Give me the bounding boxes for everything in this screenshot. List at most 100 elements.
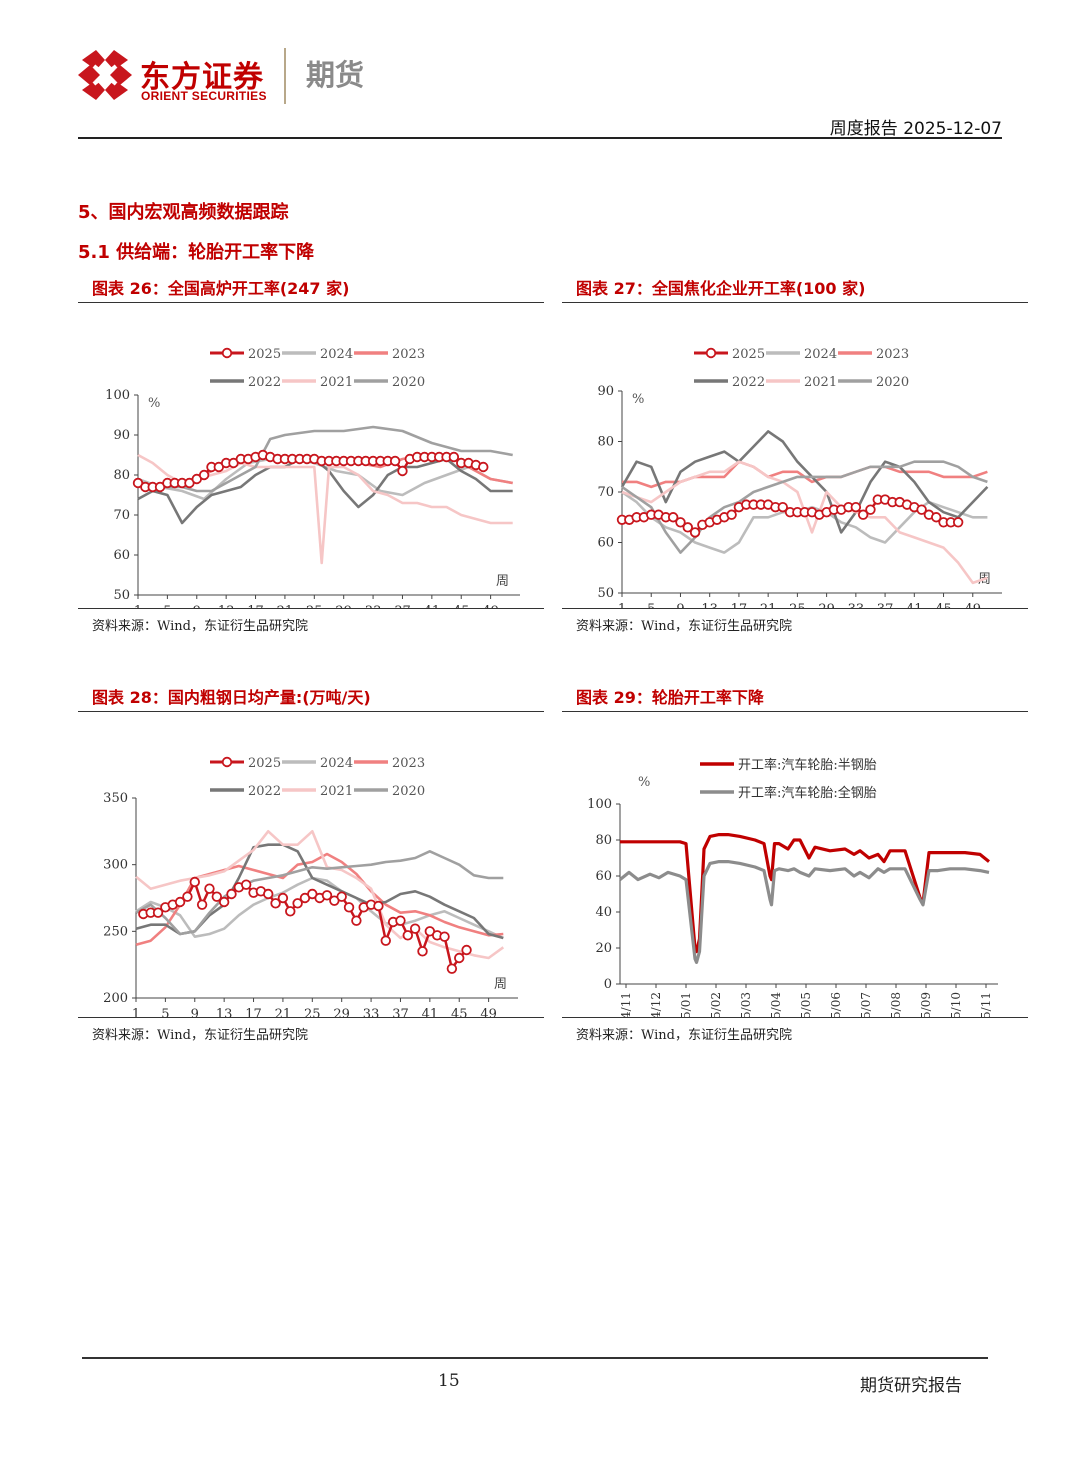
- y-tick-label: 300: [103, 858, 128, 873]
- x-tick-label: 25: [306, 604, 323, 608]
- legend-label: 2021: [320, 784, 353, 799]
- x-tick-label: 29: [333, 1007, 350, 1017]
- data-point: [196, 899, 208, 910]
- x-tick-label: 25: [304, 1007, 321, 1017]
- y-tick-label: 90: [597, 384, 614, 399]
- x-tick-label: 45: [453, 604, 470, 608]
- legend-label: 开工率:汽车轮胎:半钢胎: [738, 757, 877, 773]
- data-point: [777, 501, 788, 513]
- data-point: [380, 935, 391, 946]
- legend-marker: [221, 347, 233, 359]
- x-tick-label: 24/12: [649, 992, 663, 1017]
- x-tick-label: 41: [906, 602, 923, 608]
- data-point: [448, 451, 460, 463]
- x-tick-label: 25/05: [799, 992, 813, 1017]
- x-tick-label: 25/03: [739, 992, 753, 1017]
- data-point: [667, 512, 679, 523]
- y-tick-label: 40: [595, 905, 612, 920]
- x-tick-label: 25: [789, 602, 806, 608]
- y-tick-label: 80: [113, 468, 130, 483]
- subsection-title: 5.1 供给端：轮胎开工率下降: [78, 242, 315, 263]
- x-tick-label: 25/02: [709, 992, 723, 1017]
- legend-label: 2022: [248, 784, 281, 799]
- chart-title-rule: [78, 302, 544, 303]
- data-point: [226, 888, 237, 900]
- data-point: [952, 517, 964, 528]
- x-tick-label: 37: [392, 1007, 409, 1017]
- x-tick-label: 33: [363, 1007, 380, 1017]
- orient-securities-logo-icon: [78, 50, 132, 100]
- legend-label: 2025: [248, 347, 281, 362]
- x-tick-label: 13: [216, 1007, 233, 1017]
- x-tick-label: 49: [480, 1007, 497, 1017]
- chart-panel-27: 图表 27：全国焦化企业开工率(100 家) 90 80 70 60 50 1 5 9 13 17…: [562, 276, 1028, 634]
- chart-title: 图表 29：轮胎开工率下降: [576, 688, 764, 707]
- y-tick-label: 50: [113, 588, 130, 603]
- footer-divider: [82, 1357, 988, 1359]
- chart-source: 资料来源：Wind，东证衍生品研究院: [92, 619, 308, 634]
- chart-title: 图表 26：全国高炉开工率(247 家): [92, 279, 350, 298]
- data-point: [263, 888, 274, 900]
- x-tick-label: 9: [676, 602, 684, 608]
- data-point: [726, 509, 737, 520]
- x-tick-label: 13: [701, 602, 718, 608]
- x-tick-label: 1: [134, 604, 142, 608]
- legend-label: 2025: [732, 347, 765, 362]
- legend-label: 2025: [248, 756, 281, 771]
- legend-marker: [221, 756, 233, 768]
- x-tick-label: 5: [161, 1007, 169, 1017]
- y-tick-label: 100: [587, 797, 612, 812]
- legend-label: 2022: [732, 375, 765, 390]
- data-point: [189, 876, 200, 888]
- data-point: [321, 890, 333, 901]
- x-tick-label: 45: [451, 1007, 468, 1017]
- x-tick-label: 37: [394, 604, 411, 608]
- chart-coking-rate: 908070605015913172125293337414549%周20252…: [597, 347, 1002, 608]
- data-point: [461, 944, 472, 956]
- y-tick-label: 60: [595, 869, 612, 884]
- data-point: [682, 522, 693, 533]
- x-tick-label: 25/09: [919, 992, 933, 1017]
- series-line-开工率:汽车轮胎:全钢胎: [619, 860, 990, 964]
- x-tick-label: 25/06: [829, 992, 843, 1017]
- y-tick-label: 60: [597, 536, 614, 551]
- x-tick-label: 33: [365, 604, 382, 608]
- data-point: [270, 898, 281, 909]
- chart-crude-steel-output: 350 300 250 200 1 5 9 13 17 21 25 29 33 37 41 45 49 周 2025…: [103, 756, 518, 1017]
- data-point: [285, 906, 296, 917]
- x-tick-label: 17: [247, 604, 264, 608]
- chart-source-rule: [562, 608, 1028, 609]
- x-tick-label: 1: [132, 1007, 140, 1017]
- data-point: [689, 527, 701, 538]
- x-tick-label: 17: [731, 602, 748, 608]
- data-point: [198, 469, 210, 481]
- y-tick-label: 60: [113, 548, 130, 563]
- x-tick-label: 25/11: [979, 992, 993, 1017]
- x-tick-label: 9: [191, 1007, 199, 1017]
- y-tick-label: 0: [604, 977, 612, 992]
- chart-source-rule: [78, 1017, 544, 1018]
- legend-label: 2020: [392, 784, 425, 799]
- legend-label: 2024: [320, 756, 353, 771]
- x-tick-label: 5: [163, 604, 171, 608]
- chart-panel-29: 图表 29：轮胎开工率下降 100 80 60 40 20 0 24/11 24/12 25/0…: [562, 685, 1028, 1043]
- series-line-开工率:汽车轮胎:半钢胎: [620, 832, 990, 954]
- x-tick-label: 25/07: [859, 992, 873, 1017]
- data-point: [478, 461, 489, 473]
- data-point: [409, 923, 421, 934]
- brand-name-cn: 东方证券: [140, 60, 264, 95]
- legend-label: 2024: [804, 347, 837, 362]
- data-point: [182, 891, 193, 902]
- data-point: [397, 465, 408, 477]
- brand-separator: [284, 48, 286, 104]
- y-unit-label: %: [148, 396, 160, 411]
- x-tick-label: 49: [482, 604, 499, 608]
- chart-panel-26: 图表 26：全国高炉开工率(247 家) 1009080706050159131…: [78, 276, 544, 634]
- data-point: [454, 952, 465, 964]
- y-tick-label: 70: [113, 508, 130, 523]
- legend-label: 2021: [320, 375, 353, 390]
- chart-blast-furnace-rate: 100 90 80 70 60 50 1 5 9 13 17 21 25 29 33 37 41 45 49% 周 20…: [105, 347, 520, 608]
- data-point: [850, 501, 862, 513]
- data-point: [931, 512, 942, 523]
- y-unit-label: %: [638, 775, 650, 790]
